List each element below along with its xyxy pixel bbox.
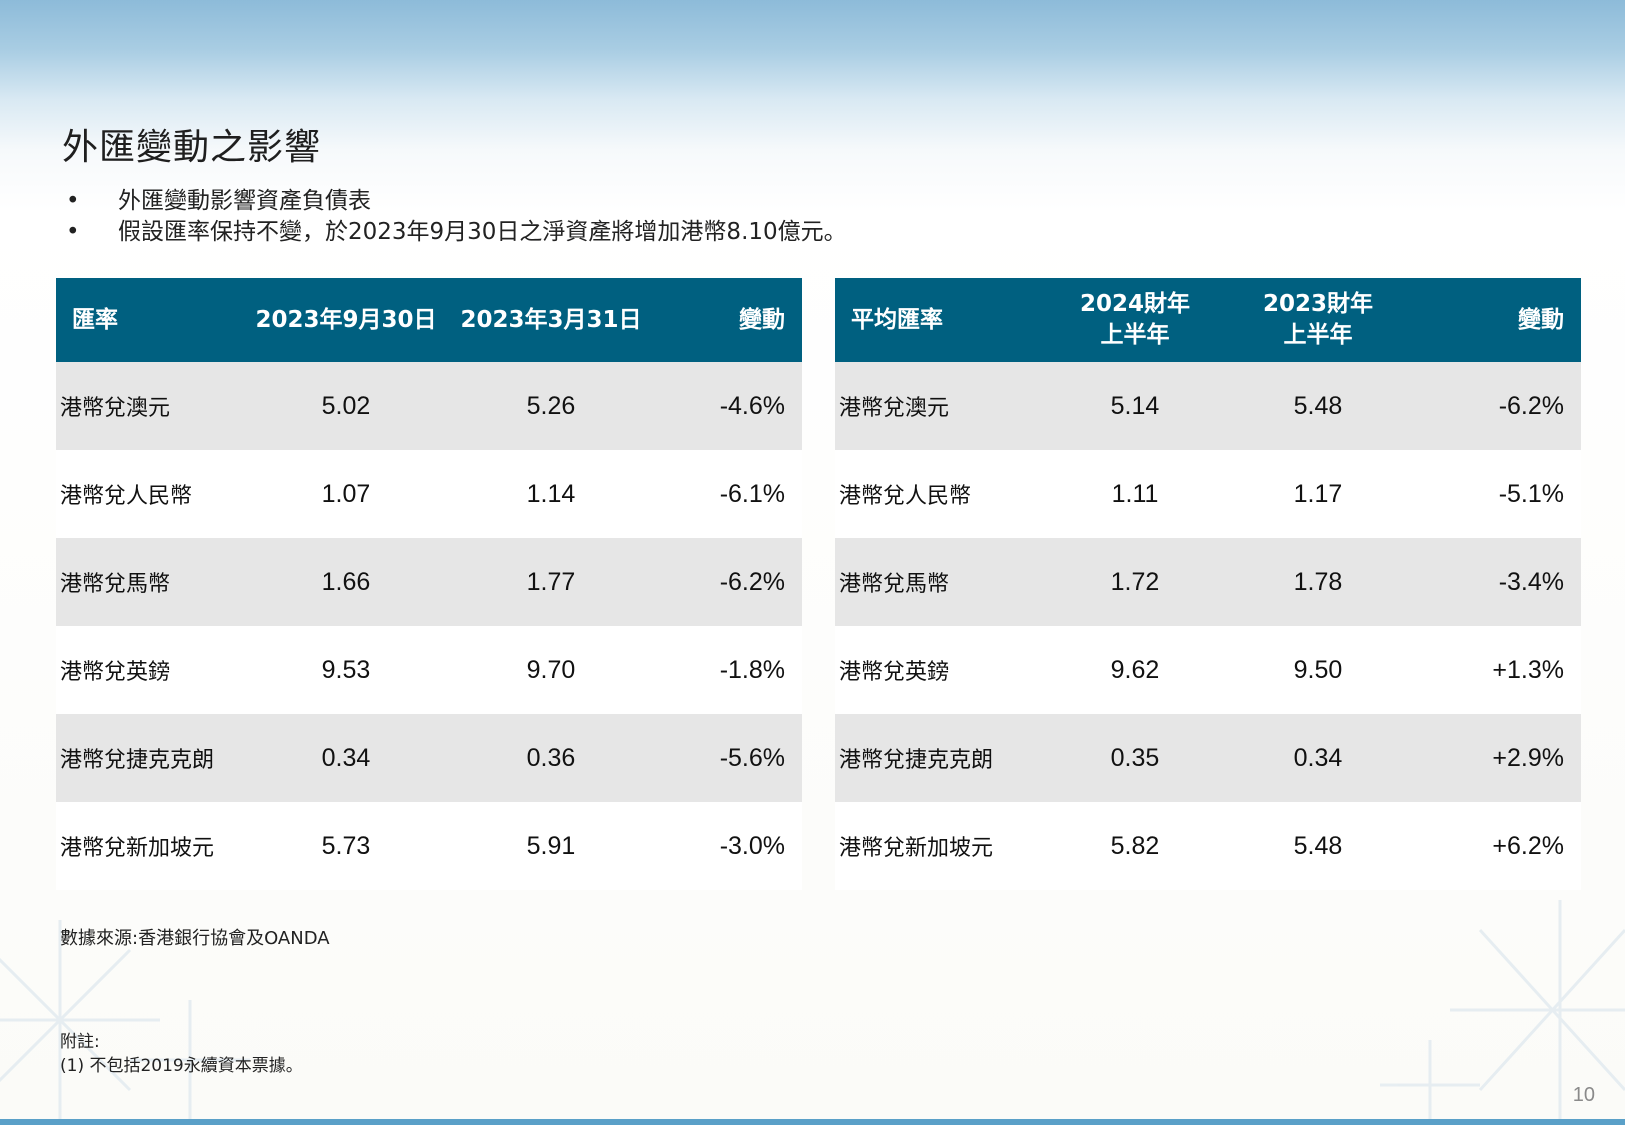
- currency-pair-cell: 港幣兌馬幣: [835, 538, 1045, 626]
- table-header-row: 平均匯率 2024財年 上半年 2023財年 上半年 變動: [835, 278, 1581, 362]
- currency-pair-cell: 港幣兌澳元: [56, 362, 246, 450]
- footnote-item: (1) 不包括2019永續資本票據。: [60, 1056, 303, 1076]
- rate-cell: 0.36: [446, 714, 656, 802]
- table-row: 港幣兌馬幣 1.72 1.78 -3.4%: [835, 538, 1581, 626]
- rate-cell: 1.11: [1045, 450, 1225, 538]
- bottom-accent-bar: [0, 1119, 1625, 1125]
- data-source-note: 數據來源:香港銀行協會及OANDA: [60, 928, 330, 949]
- rate-cell: 1.77: [446, 538, 656, 626]
- currency-pair-cell: 港幣兌捷克克朗: [56, 714, 246, 802]
- bullet-item: • 假設匯率保持不變，於2023年9月30日之淨資產將增加港幣8.10億元。: [66, 219, 847, 245]
- column-header: 2024財年 上半年: [1045, 278, 1225, 362]
- rate-cell: 1.78: [1225, 538, 1411, 626]
- table-row: 港幣兌新加坡元 5.82 5.48 +6.2%: [835, 802, 1581, 890]
- table-row: 港幣兌馬幣 1.66 1.77 -6.2%: [56, 538, 802, 626]
- rate-cell: 9.62: [1045, 626, 1225, 714]
- rate-cell: 9.53: [246, 626, 446, 714]
- rate-cell: 1.72: [1045, 538, 1225, 626]
- column-header: 變動: [656, 278, 802, 362]
- rate-cell: 5.02: [246, 362, 446, 450]
- currency-pair-cell: 港幣兌英鎊: [56, 626, 246, 714]
- table-row: 港幣兌新加坡元 5.73 5.91 -3.0%: [56, 802, 802, 890]
- change-cell: -5.1%: [1411, 450, 1581, 538]
- rate-cell: 5.91: [446, 802, 656, 890]
- column-header: 2023財年 上半年: [1225, 278, 1411, 362]
- currency-pair-cell: 港幣兌新加坡元: [56, 802, 246, 890]
- rate-cell: 1.66: [246, 538, 446, 626]
- column-header: 匯率: [56, 278, 246, 362]
- column-header: 2023年3月31日: [446, 278, 656, 362]
- bullet-item: • 外匯變動影響資產負債表: [66, 188, 371, 214]
- table-header-row: 匯率 2023年9月30日 2023年3月31日 變動: [56, 278, 802, 362]
- page-number: 10: [1572, 1084, 1595, 1106]
- table-row: 港幣兌人民幣 1.07 1.14 -6.1%: [56, 450, 802, 538]
- table-row: 港幣兌澳元 5.14 5.48 -6.2%: [835, 362, 1581, 450]
- rate-cell: 1.17: [1225, 450, 1411, 538]
- exchange-rate-table: 匯率 2023年9月30日 2023年3月31日 變動 港幣兌澳元 5.02 5…: [56, 278, 802, 890]
- rate-cell: 5.48: [1225, 802, 1411, 890]
- rate-cell: 5.26: [446, 362, 656, 450]
- change-cell: +1.3%: [1411, 626, 1581, 714]
- rate-cell: 9.70: [446, 626, 656, 714]
- rate-cell: 0.35: [1045, 714, 1225, 802]
- table-row: 港幣兌人民幣 1.11 1.17 -5.1%: [835, 450, 1581, 538]
- rate-cell: 5.14: [1045, 362, 1225, 450]
- footnote-heading: 附註:: [60, 1032, 100, 1052]
- rate-cell: 9.50: [1225, 626, 1411, 714]
- column-header: 變動: [1411, 278, 1581, 362]
- table-row: 港幣兌澳元 5.02 5.26 -4.6%: [56, 362, 802, 450]
- table-row: 港幣兌捷克克朗 0.34 0.36 -5.6%: [56, 714, 802, 802]
- change-cell: -1.8%: [656, 626, 802, 714]
- currency-pair-cell: 港幣兌新加坡元: [835, 802, 1045, 890]
- column-header: 平均匯率: [835, 278, 1045, 362]
- rate-cell: 5.48: [1225, 362, 1411, 450]
- change-cell: +2.9%: [1411, 714, 1581, 802]
- rate-cell: 0.34: [1225, 714, 1411, 802]
- currency-pair-cell: 港幣兌澳元: [835, 362, 1045, 450]
- bullet-list: • 外匯變動影響資產負債表 • 假設匯率保持不變，於2023年9月30日之淨資產將增…: [62, 186, 847, 248]
- column-header: 2023年9月30日: [246, 278, 446, 362]
- currency-pair-cell: 港幣兌英鎊: [835, 626, 1045, 714]
- rate-cell: 1.14: [446, 450, 656, 538]
- change-cell: +6.2%: [1411, 802, 1581, 890]
- table-row: 港幣兌英鎊 9.62 9.50 +1.3%: [835, 626, 1581, 714]
- currency-pair-cell: 港幣兌人民幣: [835, 450, 1045, 538]
- rate-cell: 5.82: [1045, 802, 1225, 890]
- currency-pair-cell: 港幣兌人民幣: [56, 450, 246, 538]
- table-row: 港幣兌英鎊 9.53 9.70 -1.8%: [56, 626, 802, 714]
- change-cell: -6.2%: [656, 538, 802, 626]
- change-cell: -6.2%: [1411, 362, 1581, 450]
- change-cell: -6.1%: [656, 450, 802, 538]
- average-rate-table: 平均匯率 2024財年 上半年 2023財年 上半年 變動 港幣兌澳元 5.14 5…: [835, 278, 1581, 890]
- rate-cell: 1.07: [246, 450, 446, 538]
- snowflake-decoration-left: [0, 920, 250, 1125]
- change-cell: -3.4%: [1411, 538, 1581, 626]
- page-title: 外匯變動之影響: [62, 127, 322, 168]
- table-row: 港幣兌捷克克朗 0.35 0.34 +2.9%: [835, 714, 1581, 802]
- change-cell: -3.0%: [656, 802, 802, 890]
- currency-pair-cell: 港幣兌捷克克朗: [835, 714, 1045, 802]
- rate-cell: 5.73: [246, 802, 446, 890]
- currency-pair-cell: 港幣兌馬幣: [56, 538, 246, 626]
- footnotes: 附註: (1) 不包括2019永續資本票據。: [60, 1030, 303, 1078]
- change-cell: -4.6%: [656, 362, 802, 450]
- change-cell: -5.6%: [656, 714, 802, 802]
- rate-cell: 0.34: [246, 714, 446, 802]
